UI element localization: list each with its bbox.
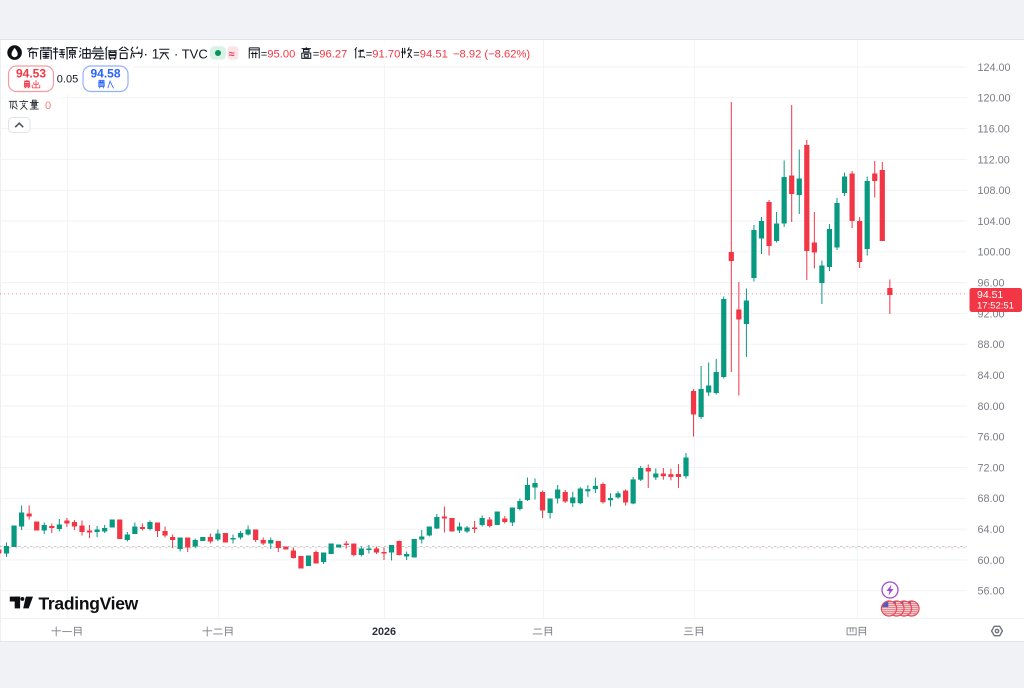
svg-text:94.51: 94.51: [420, 48, 448, 60]
svg-text:120.00: 120.00: [978, 93, 1011, 105]
svg-text:124.00: 124.00: [978, 62, 1011, 74]
svg-text:=: =: [366, 48, 373, 60]
svg-text:116.00: 116.00: [978, 124, 1010, 136]
svg-text:84.00: 84.00: [978, 370, 1005, 382]
svg-text:96.00: 96.00: [978, 278, 1005, 290]
svg-text:88.00: 88.00: [978, 339, 1005, 351]
svg-text:−8.92 (−8.62%): −8.92 (−8.62%): [453, 48, 530, 60]
svg-text:72.00: 72.00: [978, 462, 1005, 474]
svg-text:104.00: 104.00: [978, 216, 1011, 228]
svg-text:60.00: 60.00: [978, 555, 1005, 567]
svg-text:56.00: 56.00: [978, 586, 1005, 598]
svg-text:17:52:51: 17:52:51: [977, 301, 1014, 312]
svg-text:94.58: 94.58: [90, 66, 120, 80]
svg-text:2026: 2026: [372, 626, 396, 638]
svg-text:· TVC: · TVC: [174, 46, 208, 61]
svg-text:=: =: [313, 48, 320, 60]
svg-text:64.00: 64.00: [978, 524, 1005, 536]
svg-text:0.05: 0.05: [57, 73, 78, 85]
svg-text:108.00: 108.00: [978, 185, 1011, 197]
svg-text:0: 0: [45, 100, 51, 112]
svg-text:94.53: 94.53: [16, 66, 46, 80]
svg-text:≈: ≈: [229, 48, 235, 60]
svg-text:94.51: 94.51: [977, 289, 1003, 301]
svg-text:=: =: [261, 48, 268, 60]
svg-text:68.00: 68.00: [978, 493, 1005, 505]
svg-text:91.70: 91.70: [372, 48, 400, 60]
svg-text:100.00: 100.00: [978, 247, 1011, 259]
svg-text:96.27: 96.27: [319, 48, 347, 60]
svg-text:112.00: 112.00: [978, 154, 1010, 166]
svg-text:TradingView: TradingView: [39, 594, 139, 614]
svg-text:80.00: 80.00: [978, 401, 1005, 413]
svg-text:=: =: [413, 48, 420, 60]
svg-text:76.00: 76.00: [978, 432, 1005, 444]
svg-text:· 1: · 1: [144, 46, 160, 61]
svg-text:95.00: 95.00: [267, 48, 295, 60]
